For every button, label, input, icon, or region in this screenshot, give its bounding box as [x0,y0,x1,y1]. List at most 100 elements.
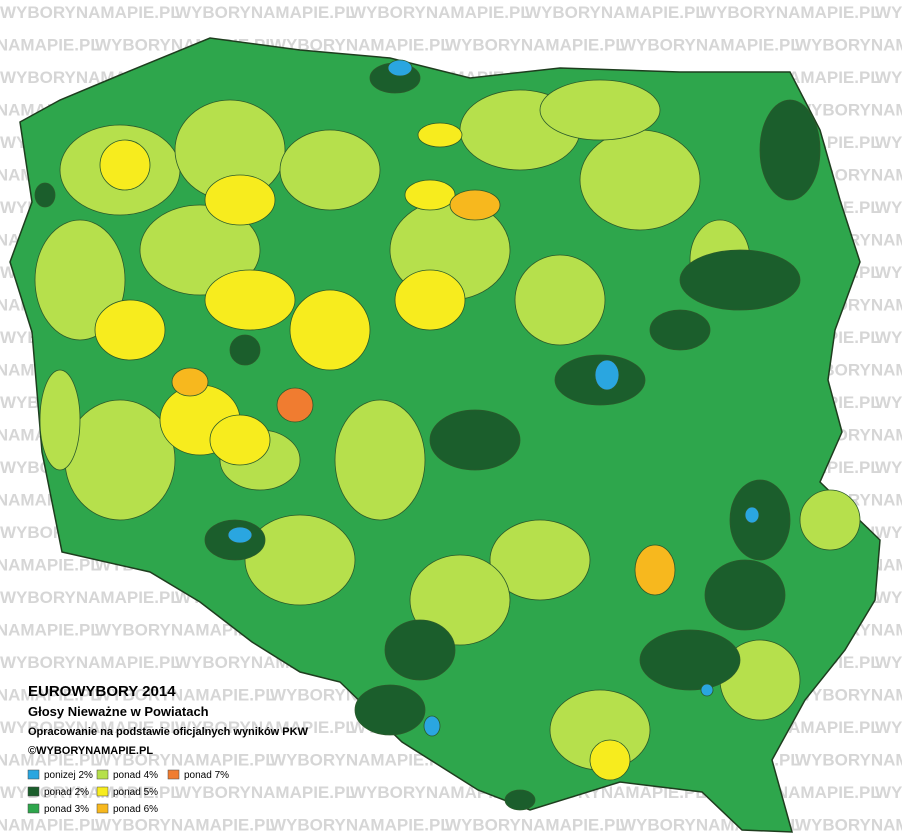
watermark-text: WYBORYNAMAPIE.PL [0,686,101,705]
legend-label: ponad 7% [184,770,229,781]
region [449,189,501,221]
watermark-text: WYBORYNAMAPIE.PL [0,556,101,575]
legend-label: ponad 3% [44,804,89,815]
watermark-text: WYBORYNAMAPIE.PL [0,718,181,737]
watermark-text: WYBORYNAMAPIE.PL [875,458,902,477]
watermark-text: WYBORYNAMAPIE.PL [875,263,902,282]
region [704,559,786,631]
region [394,269,466,331]
legend-swatch [96,786,109,797]
regions [34,59,861,811]
watermark-text: WYBORYNAMAPIE.PL [445,816,626,835]
watermark-text: WYBORYNAMAPIE.PL [175,783,356,802]
watermark-text: WYBORYNAMAPIE.PL [795,816,902,835]
legend-swatch [96,769,109,780]
watermark-text: WYBORYNAMAPIE.PL [795,101,902,120]
watermark-text: WYBORYNAMAPIE.PL [0,621,101,640]
region [289,289,371,371]
watermark-text: WYBORYNAMAPIE.PL [270,816,451,835]
legend-swatch [27,769,40,780]
region [679,249,801,311]
region [204,269,296,331]
watermark-text: WYBORYNAMAPIE.PL [175,3,356,22]
legend-label: ponizej 2% [44,770,93,781]
watermark-text: WYBORYNAMAPIE.PL [875,68,902,87]
region [171,367,209,397]
region [204,174,276,226]
watermark-text: WYBORYNAMAPIE.PL [0,3,181,22]
map-credit: ©WYBORYNAMAPIE.PL [28,745,153,757]
region [39,369,81,471]
legend-swatch [27,786,40,797]
watermark-text: WYBORYNAMAPIE.PL [175,718,356,737]
watermark-text: WYBORYNAMAPIE.PL [0,783,181,802]
watermark-text: WYBORYNAMAPIE.PL [0,36,101,55]
region [334,399,426,521]
region [579,129,701,231]
watermark-text: WYBORYNAMAPIE.PL [270,751,451,770]
watermark-text: WYBORYNAMAPIE.PL [445,36,626,55]
region [423,715,441,737]
region [649,309,711,351]
watermark-text: WYBORYNAMAPIE.PL [875,393,902,412]
region [244,514,356,606]
legend-label: ponad 5% [113,787,158,798]
region [94,299,166,361]
legend-swatch [167,769,180,780]
watermark-text: WYBORYNAMAPIE.PL [700,3,881,22]
region [759,99,821,201]
watermark-text: WYBORYNAMAPIE.PL [875,783,902,802]
watermark-text: WYBORYNAMAPIE.PL [620,36,801,55]
legend-swatch [96,803,109,814]
watermark-text: WYBORYNAMAPIE.PL [875,718,902,737]
watermark-text: WYBORYNAMAPIE.PL [875,3,902,22]
watermark-text: WYBORYNAMAPIE.PL [875,198,902,217]
watermark-text: WYBORYNAMAPIE.PL [95,751,276,770]
region [209,414,271,466]
map-subtitle: Głosy Nieważne w Powiatach [28,704,209,719]
region [799,489,861,551]
region [354,684,426,736]
region [634,544,676,596]
region [99,139,151,191]
region [387,59,413,77]
region [514,254,606,346]
watermark-text: WYBORYNAMAPIE.PL [270,36,451,55]
watermark-text: WYBORYNAMAPIE.PL [875,328,902,347]
region [504,789,536,811]
region [700,683,714,697]
map-note: Opracowanie na podstawie oficjalnych wyn… [28,726,309,738]
region [589,739,631,781]
region [429,409,521,471]
region [729,479,791,561]
region [417,122,463,148]
legend-label: ponad 4% [113,770,158,781]
watermark-text: WYBORYNAMAPIE.PL [525,3,706,22]
watermark-text: WYBORYNAMAPIE.PL [875,653,902,672]
watermark-text: WYBORYNAMAPIE.PL [875,588,902,607]
region [34,219,126,341]
region [276,387,314,423]
legend: ponizej 2% ponad 2% ponad 3% ponad 4% ponad … [27,769,229,815]
watermark-text: WYBORYNAMAPIE.PL [0,653,181,672]
region [744,506,760,524]
watermark-text: WYBORYNAMAPIE.PL [350,3,531,22]
region [139,204,261,296]
watermark-text: WYBORYNAMAPIE.PL [0,751,101,770]
watermark-text: WYBORYNAMAPIE.PL [0,816,101,835]
region [384,619,456,681]
region [594,359,620,391]
region [639,629,741,691]
region [489,519,591,601]
watermark-text: WYBORYNAMAPIE.PL [95,816,276,835]
legend-label: ponad 6% [113,804,158,815]
watermark-text: WYBORYNAMAPIE.PL [875,523,902,542]
watermark-text: WYBORYNAMAPIE.PL [795,686,902,705]
region [404,179,456,211]
region [279,129,381,211]
map-title: EUROWYBORY 2014 [28,683,176,700]
watermark-text: WYBORYNAMAPIE.PL [795,36,902,55]
watermark-text: WYBORYNAMAPIE.PL [0,588,181,607]
watermark-text: WYBORYNAMAPIE.PL [95,686,276,705]
